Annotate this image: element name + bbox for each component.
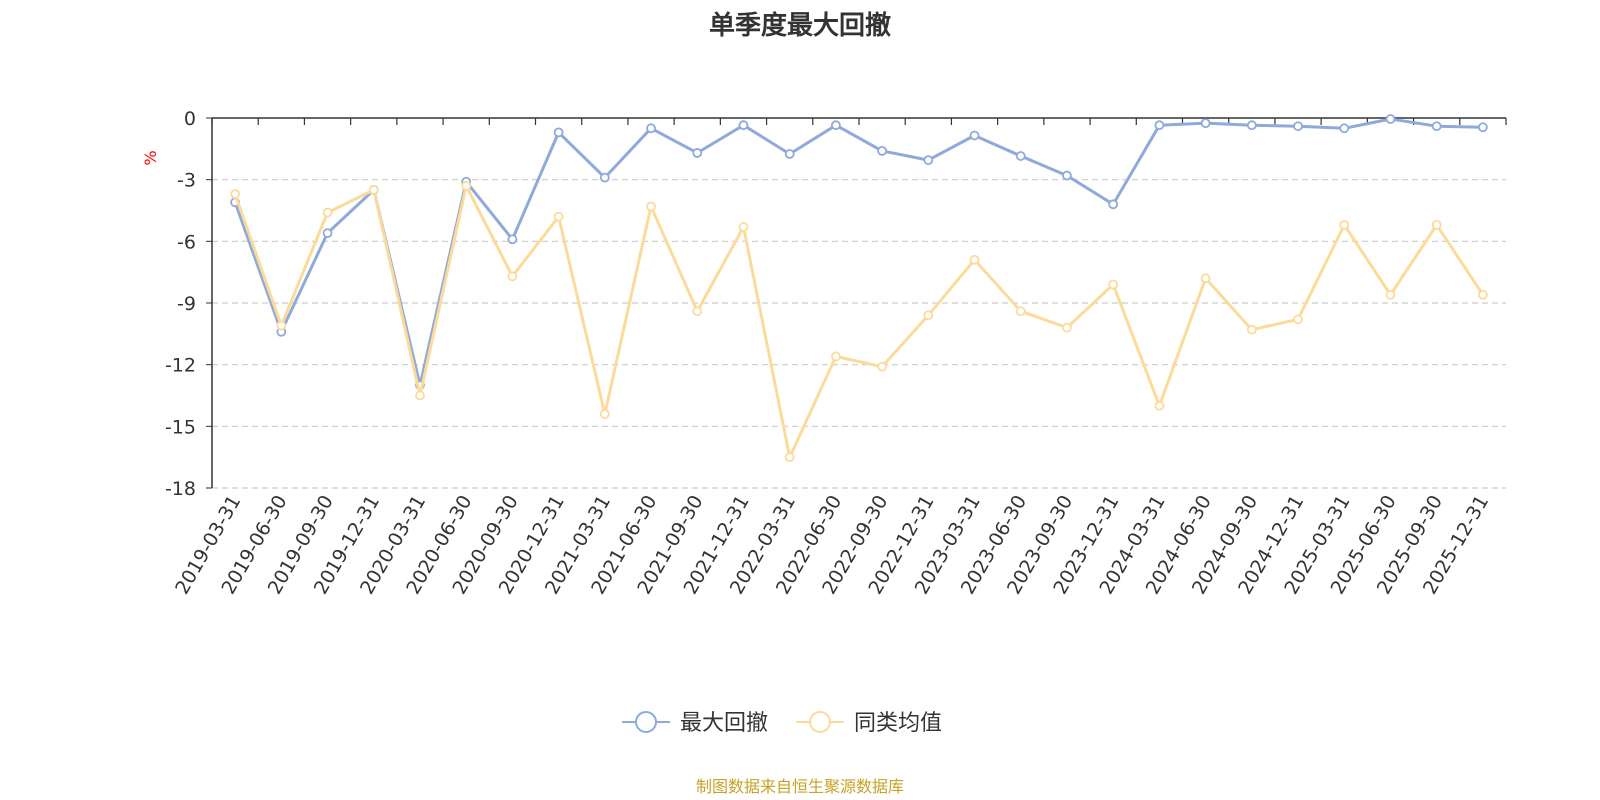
- data-point[interactable]: [1200, 118, 1211, 129]
- data-point[interactable]: [969, 130, 980, 141]
- x-tick-labels: 2019-03-312019-06-302019-09-302019-12-31…: [171, 491, 1493, 598]
- data-point[interactable]: [553, 127, 564, 138]
- legend[interactable]: 最大回撤 同类均值: [622, 711, 942, 736]
- data-point[interactable]: [1015, 151, 1026, 161]
- data-point[interactable]: [1339, 123, 1350, 134]
- legend-label: 同类均值: [854, 711, 942, 736]
- y-tick-label: -12: [165, 355, 196, 377]
- data-point[interactable]: [923, 155, 934, 166]
- data-point[interactable]: [784, 149, 795, 159]
- data-point[interactable]: [1293, 121, 1303, 132]
- data-point[interactable]: [322, 207, 333, 218]
- data-point[interactable]: [877, 145, 888, 156]
- data-point[interactable]: [599, 172, 610, 183]
- data-point[interactable]: [692, 148, 703, 158]
- data-point[interactable]: [368, 185, 379, 195]
- data-point[interactable]: [923, 310, 934, 321]
- data-source-note: 制图数据来自恒生聚源数据库: [696, 777, 904, 796]
- data-point[interactable]: [230, 189, 241, 199]
- data-point[interactable]: [646, 201, 656, 212]
- data-point[interactable]: [415, 390, 425, 401]
- series-line: [233, 117, 1483, 387]
- data-point[interactable]: [646, 123, 656, 134]
- data-point[interactable]: [322, 228, 333, 239]
- y-tick-label: -9: [177, 293, 196, 315]
- data-point[interactable]: [1293, 314, 1303, 325]
- legend-label: 最大回撤: [680, 711, 768, 736]
- data-point[interactable]: [738, 222, 749, 232]
- data-point[interactable]: [784, 452, 795, 463]
- data-point[interactable]: [507, 234, 518, 245]
- legend-marker: [809, 711, 831, 733]
- data-point[interactable]: [877, 361, 888, 372]
- data-point[interactable]: [276, 320, 287, 331]
- legend-marker: [635, 711, 657, 733]
- data-point[interactable]: [1108, 199, 1119, 210]
- legend-item-1[interactable]: 最大回撤: [622, 711, 768, 736]
- y-tick-label: 0: [184, 108, 196, 130]
- data-point[interactable]: [1108, 279, 1119, 290]
- data-point[interactable]: [461, 180, 472, 191]
- series-2: [230, 180, 1488, 463]
- data-point[interactable]: [830, 120, 841, 131]
- y-tick-labels: 0 -3 -6 -9 -12 -15 -18: [165, 108, 196, 500]
- data-point[interactable]: [1477, 122, 1488, 133]
- series-line: [233, 184, 1485, 459]
- data-point[interactable]: [1200, 273, 1211, 284]
- data-point[interactable]: [1477, 289, 1488, 300]
- data-point[interactable]: [1339, 219, 1350, 230]
- series-1: [230, 114, 1488, 391]
- data-point[interactable]: [692, 306, 703, 317]
- data-point[interactable]: [553, 211, 564, 222]
- data-point[interactable]: [1015, 306, 1026, 317]
- data-point[interactable]: [599, 409, 610, 419]
- data-point[interactable]: [1431, 121, 1442, 132]
- legend-item-2[interactable]: 同类均值: [796, 711, 942, 736]
- y-tick-label: -6: [177, 231, 196, 253]
- data-point[interactable]: [1246, 324, 1257, 335]
- chart-title: 单季度最大回撤: [709, 10, 891, 41]
- data-point[interactable]: [1154, 400, 1165, 411]
- data-point[interactable]: [1431, 219, 1442, 230]
- data-point[interactable]: [1385, 289, 1396, 300]
- data-point[interactable]: [1385, 114, 1396, 124]
- data-point[interactable]: [738, 120, 749, 131]
- y-axis-label: %: [141, 150, 160, 165]
- y-tick-label: -18: [165, 478, 196, 500]
- data-point[interactable]: [1246, 120, 1257, 131]
- data-point[interactable]: [1154, 120, 1165, 131]
- data-point[interactable]: [969, 254, 980, 265]
- data-point[interactable]: [830, 351, 841, 362]
- data-point[interactable]: [507, 271, 518, 282]
- y-tick-label: -3: [177, 170, 196, 192]
- series-lines: [230, 114, 1488, 463]
- data-point[interactable]: [1062, 322, 1072, 333]
- y-tick-label: -15: [165, 416, 196, 438]
- data-point[interactable]: [1062, 170, 1072, 181]
